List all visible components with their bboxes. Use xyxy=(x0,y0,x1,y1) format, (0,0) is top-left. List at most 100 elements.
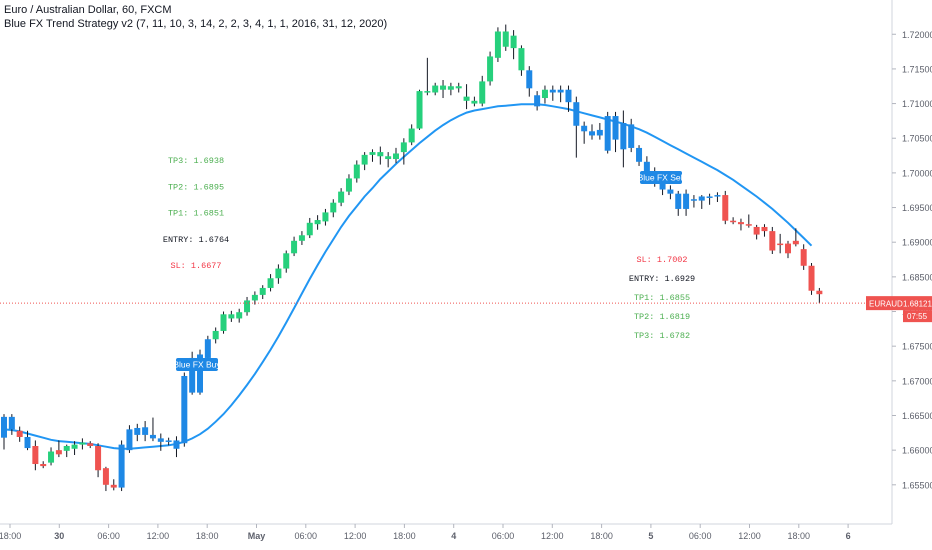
candle-body xyxy=(722,195,729,221)
countdown-text: 07:55 xyxy=(907,312,928,321)
candle-body xyxy=(479,81,486,104)
candle-body xyxy=(322,212,329,222)
y-tick-label: 1.65500 xyxy=(902,480,932,490)
y-tick-label: 1.69000 xyxy=(902,238,932,248)
candle-body xyxy=(298,235,305,241)
candle-body xyxy=(675,193,682,209)
x-tick-label: 18:00 xyxy=(393,531,416,541)
x-tick-label: 6 xyxy=(846,531,851,541)
candle-body xyxy=(557,89,564,93)
candle-body xyxy=(761,226,768,232)
candle-body xyxy=(251,294,258,301)
candle-body xyxy=(393,153,399,160)
candle-body xyxy=(157,438,164,442)
candle-body xyxy=(714,195,721,197)
candle-body xyxy=(408,128,415,143)
x-tick-label: 18:00 xyxy=(590,531,613,541)
candle-body xyxy=(581,125,588,132)
symbol-title: Euro / Australian Dollar, 60, FXCM xyxy=(4,4,172,16)
y-tick-label: 1.66000 xyxy=(902,446,932,456)
candle-body xyxy=(808,265,815,291)
x-tick-label: 18:00 xyxy=(0,531,21,541)
candle-body xyxy=(345,178,352,192)
candle-body xyxy=(55,450,62,455)
candle-body xyxy=(1,416,7,438)
candle-body xyxy=(753,226,760,235)
candle-body xyxy=(353,164,360,179)
candle-body xyxy=(314,220,321,225)
candle-body xyxy=(432,85,439,93)
candle-body xyxy=(330,202,337,213)
candle-body xyxy=(212,330,219,340)
candle-body xyxy=(189,357,196,393)
candle-body xyxy=(471,100,478,104)
trend-ma-line xyxy=(3,103,813,450)
candle-body xyxy=(565,89,572,103)
candle-body xyxy=(604,116,611,151)
candle-body xyxy=(24,436,31,449)
candle-body xyxy=(683,193,690,209)
x-tick-label: 06:00 xyxy=(689,531,712,541)
candle-body xyxy=(659,179,666,190)
candle-body xyxy=(236,312,243,319)
y-tick-label: 1.69500 xyxy=(902,203,932,213)
x-tick-label: 06:00 xyxy=(492,531,515,541)
buy-level-label: TP2: 1.6895 xyxy=(168,182,224,192)
candle-body xyxy=(220,314,227,331)
candle-body xyxy=(643,161,650,176)
candle-body xyxy=(8,416,15,430)
x-tick-label: 12:00 xyxy=(344,531,367,541)
candle-body xyxy=(291,240,298,254)
sell-signal-label-text: Blue FX Sell xyxy=(638,173,685,183)
buy-signal-label-bg xyxy=(176,358,218,371)
candle-body xyxy=(620,122,627,150)
x-tick-label: 30 xyxy=(54,531,64,541)
sell-level-label: TP2: 1.6819 xyxy=(634,312,690,322)
x-tick-label: 12:00 xyxy=(738,531,761,541)
y-tick-label: 1.67500 xyxy=(902,342,932,352)
candle-body xyxy=(526,70,533,89)
candle-body xyxy=(455,86,462,89)
candle-body xyxy=(369,152,376,155)
candle-body xyxy=(173,440,180,449)
candle-body xyxy=(737,222,744,225)
countdown-bg xyxy=(903,310,932,323)
candle-body xyxy=(785,243,791,254)
sell-level-label: SL: 1.7002 xyxy=(636,255,687,265)
candle-body xyxy=(518,48,525,71)
price-tag-bg xyxy=(866,296,932,311)
candle-body xyxy=(745,224,752,226)
candle-body xyxy=(777,243,784,246)
x-tick-label: 18:00 xyxy=(788,531,811,541)
candle-body xyxy=(283,253,290,269)
candle-body xyxy=(118,444,125,488)
candle-body xyxy=(149,434,156,439)
y-tick-label: 1.70000 xyxy=(902,168,932,178)
candle-body xyxy=(48,451,55,463)
candle-body xyxy=(792,240,799,245)
candle-body xyxy=(534,95,541,107)
candle-body xyxy=(204,339,211,358)
candle-body xyxy=(487,56,494,82)
buy-level-label: ENTRY: 1.6764 xyxy=(163,235,229,245)
candle-body xyxy=(612,116,619,140)
buy-level-label: TP1: 1.6851 xyxy=(168,209,224,219)
x-tick-label: 5 xyxy=(648,531,653,541)
candle-body xyxy=(706,196,713,198)
candle-body xyxy=(267,278,274,288)
candle-body xyxy=(636,147,643,162)
candle-body xyxy=(541,89,548,99)
candle-body xyxy=(416,91,423,129)
sell-level-label: TP3: 1.6782 xyxy=(634,331,690,341)
x-tick-label: May xyxy=(248,531,266,541)
y-tick-label: 1.68500 xyxy=(902,272,932,282)
candle-body xyxy=(95,445,102,471)
candle-body xyxy=(63,445,70,451)
candle-body xyxy=(549,89,556,93)
price-tag-symbol: EURAUD xyxy=(869,300,903,309)
candle-body xyxy=(165,440,172,442)
candle-body xyxy=(102,468,109,485)
y-tick-label: 1.72000 xyxy=(902,30,932,40)
